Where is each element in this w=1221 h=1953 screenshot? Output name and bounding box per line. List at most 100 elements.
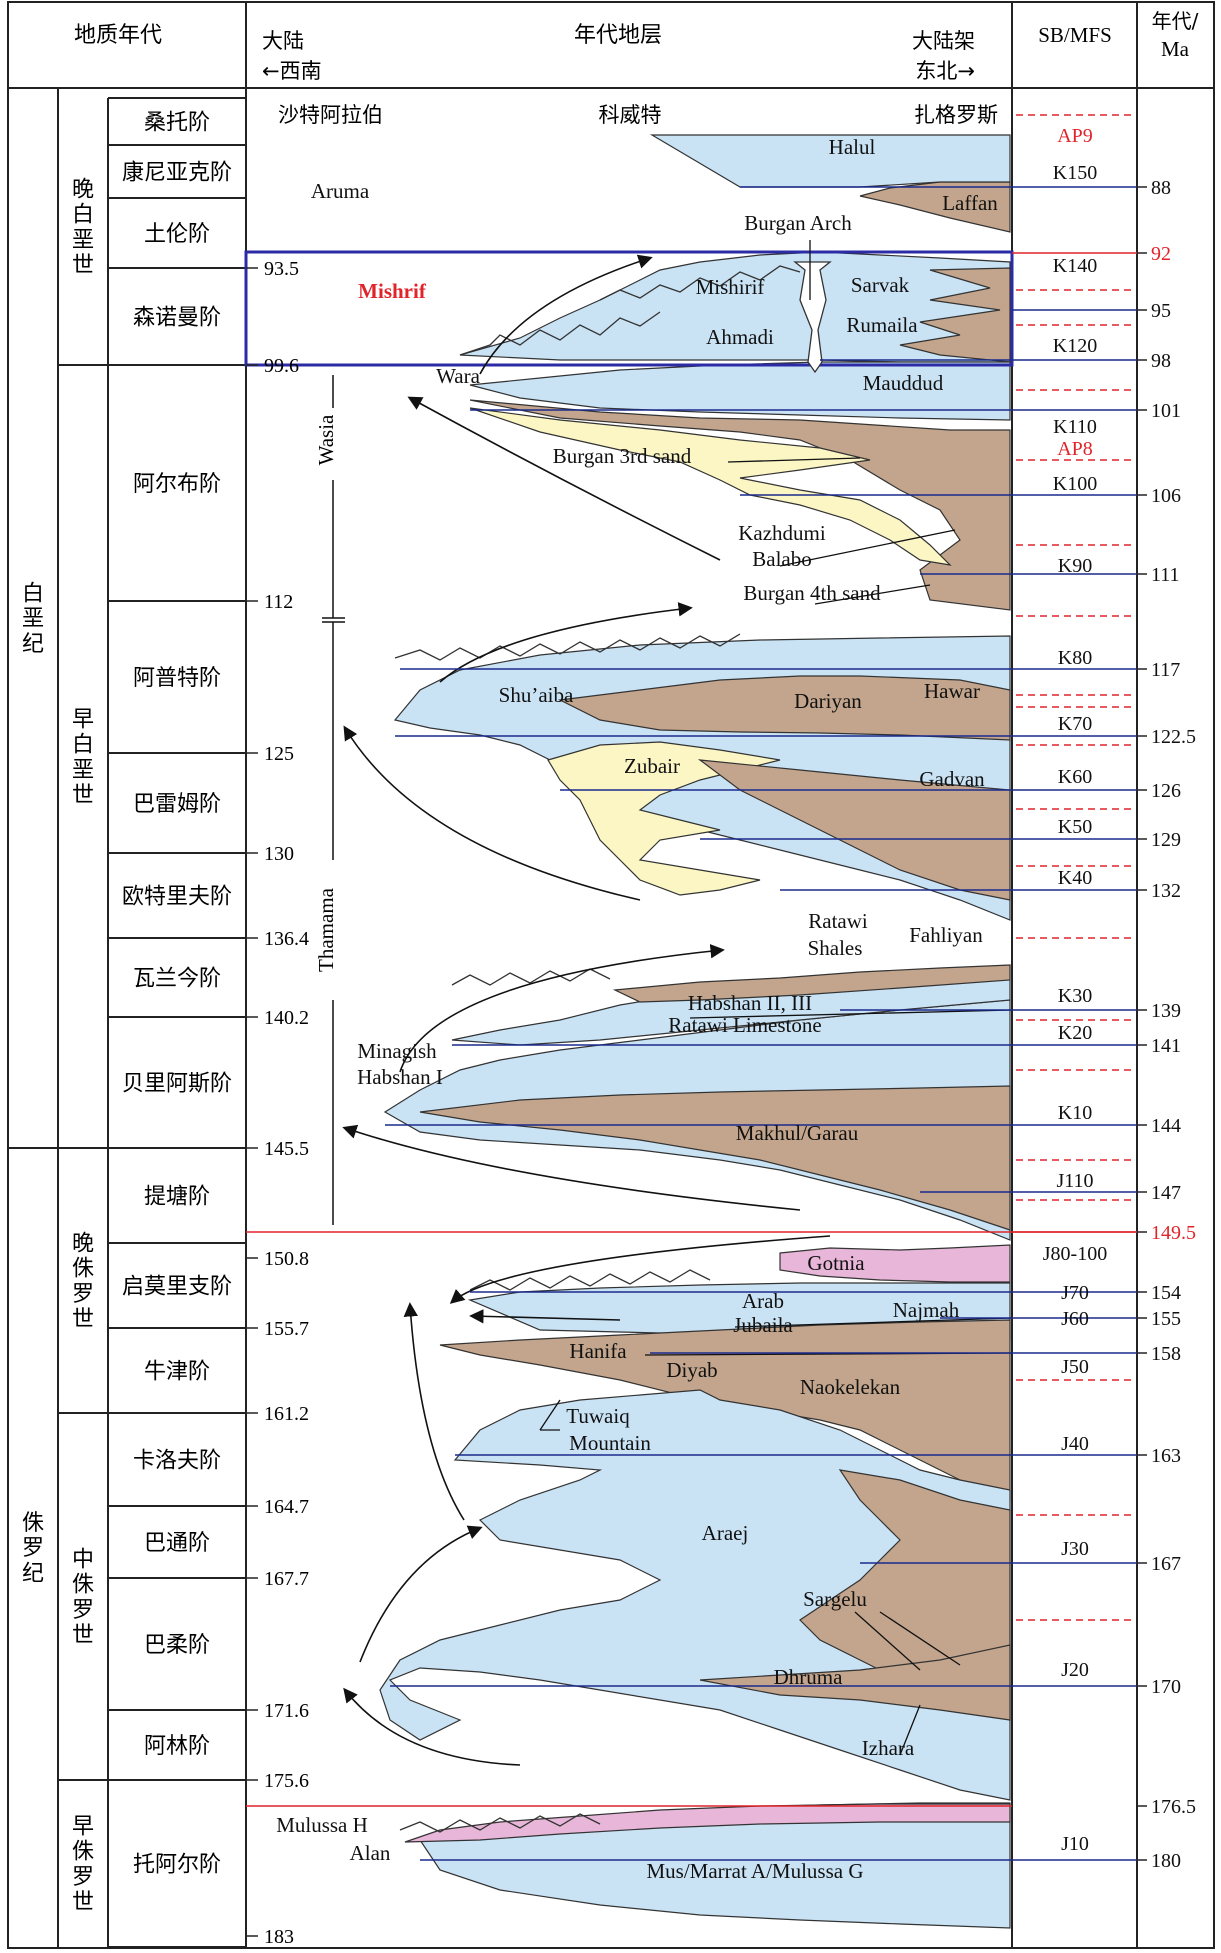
boundary-age-14: 175.6: [264, 1770, 309, 1792]
sb-label-4: K110: [1053, 416, 1097, 438]
boundary-age-6: 140.2: [264, 1007, 309, 1029]
header-ma-top: 年代/: [1152, 9, 1199, 33]
ma-column: 88 92 95 98 101 106 111 117 122.5 126 129 132 139 141…: [1137, 177, 1196, 1872]
formation-label-24: Ratawi Limestone: [668, 1013, 821, 1037]
period-label-1-char: 罗: [22, 1536, 44, 1561]
boundary-age-8: 150.8: [264, 1248, 309, 1270]
epoch-label-4-char: 世: [72, 1890, 94, 1915]
sb-label-2: K140: [1053, 255, 1097, 277]
epoch-label-0-char: 垩: [72, 228, 94, 253]
header-ma-bottom: Ma: [1161, 37, 1190, 61]
formation-label-39: Dhruma: [774, 1665, 843, 1689]
formation-label-4: Mishrif: [358, 279, 427, 303]
boundary-age-1: 99.6: [264, 355, 299, 377]
boundary-age-12: 167.7: [264, 1568, 309, 1590]
epoch-label-3-char: 世: [72, 1623, 94, 1648]
group-label-0: Wasia: [314, 414, 338, 465]
stage-label-12: 牛津阶: [144, 1360, 210, 1385]
stage-label-5: 阿普特阶: [133, 666, 221, 691]
formation-label-5: Mishirif: [696, 275, 765, 299]
epoch-label-1-char: 白: [72, 733, 94, 758]
boundary-age-9: 155.7: [264, 1318, 309, 1340]
formation-label-25: Minagish: [357, 1039, 437, 1063]
unconformity-lines: [394, 265, 801, 1833]
ma-label-21: 167: [1151, 1553, 1181, 1575]
stage-column: 桑托阶康尼亚克阶土伦阶森诺曼阶阿尔布阶阿普特阶巴雷姆阶欧特里夫阶瓦兰今阶贝里阿斯…: [108, 111, 246, 1948]
header-right-top: 大陆架: [912, 29, 975, 53]
sb-label-14: K20: [1058, 1022, 1092, 1044]
formation-label-37: Araej: [702, 1521, 749, 1545]
sb-label-0: AP9: [1057, 125, 1093, 147]
period-label-1: 侏罗纪: [22, 1511, 44, 1587]
ma-label-18: 155: [1151, 1308, 1181, 1330]
stage-label-9: 贝里阿斯阶: [122, 1072, 232, 1097]
ma-label-13: 141: [1151, 1035, 1181, 1057]
period-label-1-char: 纪: [22, 1562, 44, 1587]
period-label-0-char: 垩: [22, 607, 44, 632]
sb-label-17: J80-100: [1043, 1243, 1107, 1265]
formation-label-35: Tuwaiq: [566, 1404, 630, 1428]
region-right: 扎格罗斯: [914, 103, 998, 127]
formation-label-19: Gadvan: [919, 767, 985, 791]
boundary-age-7: 145.5: [264, 1138, 309, 1160]
formation-label-16: Dariyan: [794, 689, 862, 713]
ma-label-6: 111: [1151, 564, 1180, 586]
dhruma-shale: [699, 1644, 1011, 1721]
ma-label-2: 95: [1151, 300, 1171, 322]
epoch-label-0-char: 晚: [72, 177, 94, 202]
shale-jurassic-upper: [439, 1319, 1011, 1501]
shale-gadvan: [697, 759, 1011, 901]
epoch-label-4-char: 早: [72, 1814, 94, 1839]
region-center: 科威特: [599, 103, 662, 127]
ma-label-3: 98: [1151, 350, 1171, 372]
ma-label-9: 126: [1151, 780, 1181, 802]
stage-label-15: 巴柔阶: [144, 1633, 210, 1658]
epoch-label-4-char: 侏: [72, 1840, 94, 1865]
boundary-age-10: 161.2: [264, 1403, 309, 1425]
boundary-age-labels: 93.5 99.6 112 125 130 136.4 140.2 145.5 150.8 155…: [246, 258, 309, 1948]
ma-label-22: 170: [1151, 1676, 1181, 1698]
ma-label-19: 158: [1151, 1343, 1181, 1365]
stage-label-13: 卡洛夫阶: [133, 1449, 221, 1474]
stage-label-4: 阿尔布阶: [133, 472, 221, 497]
shale-cenomanian: [899, 267, 1011, 363]
sb-label-15: K10: [1058, 1102, 1092, 1124]
ma-label-4: 101: [1151, 400, 1181, 422]
formation-label-42: Alan: [350, 1841, 391, 1865]
epoch-label-2-char: 侏: [72, 1257, 94, 1282]
formation-label-9: Wara: [436, 364, 480, 388]
epoch-label-3-char: 中: [72, 1547, 94, 1572]
stage-label-8: 瓦兰今阶: [133, 967, 221, 992]
epoch-label-3-char: 侏: [72, 1573, 94, 1598]
ma-label-17: 154: [1151, 1282, 1181, 1304]
formation-label-11: Burgan 3rd sand: [553, 444, 692, 468]
formation-label-7: Ahmadi: [706, 325, 774, 349]
sb-label-7: K90: [1058, 555, 1092, 577]
epoch-label-1-char: 世: [72, 783, 94, 808]
shale-ratawi: [612, 964, 1011, 1003]
sb-label-8: K80: [1058, 647, 1092, 669]
period-label-0-char: 纪: [22, 632, 44, 657]
formation-label-43: Mus/Marrat A/Mulussa G: [647, 1859, 864, 1883]
ma-label-20: 163: [1151, 1445, 1181, 1467]
formation-label-31: Najmah: [893, 1298, 960, 1322]
formation-label-10: Mauddud: [863, 371, 944, 395]
epoch-label-2-char: 晚: [72, 1231, 94, 1256]
boundary-age-15: 183: [264, 1926, 294, 1948]
formation-label-23: Habshan II, III: [688, 991, 812, 1015]
header-age: 地质年代: [74, 23, 162, 48]
boundary-age-3: 125: [264, 743, 294, 765]
period-label-1-char: 侏: [22, 1511, 44, 1536]
sb-label-9: K70: [1058, 713, 1092, 735]
formation-label-38: Sargelu: [803, 1587, 867, 1611]
sb-label-6: K100: [1053, 473, 1097, 495]
sb-label-22: J30: [1061, 1538, 1089, 1560]
formation-label-20: Ratawi: [808, 909, 868, 933]
